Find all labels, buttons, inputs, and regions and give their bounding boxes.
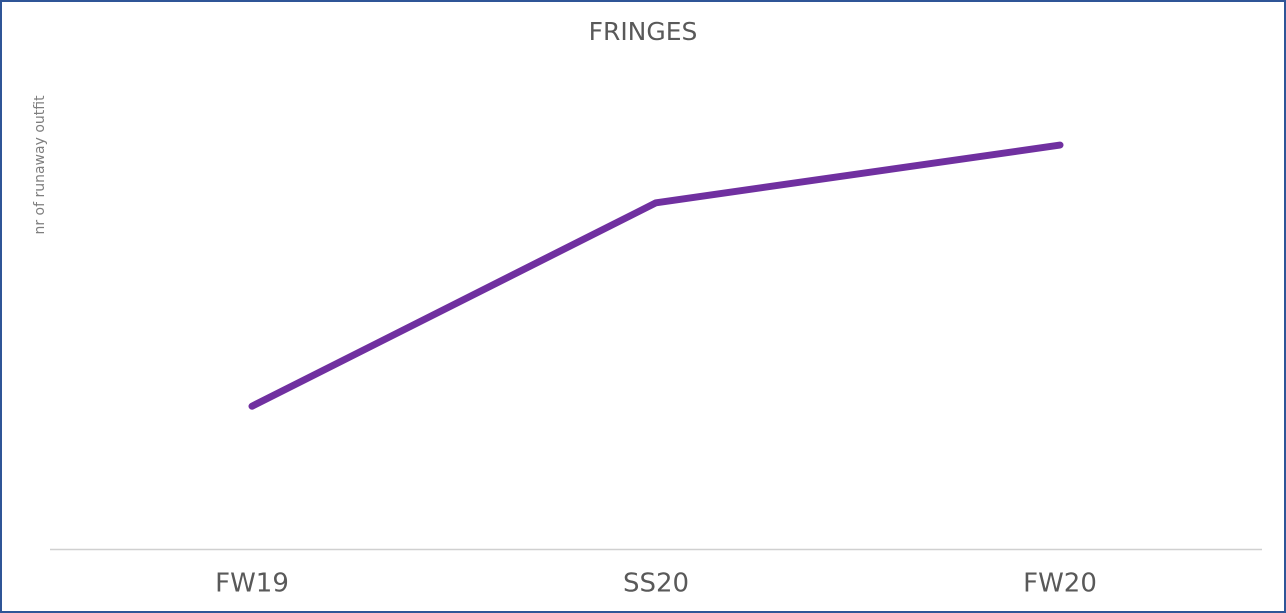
x-tick-label: FW19 [215,569,289,599]
x-tick-label: SS20 [623,569,689,599]
data-line [248,141,1064,410]
y-axis-label: nr of runaway outfit [32,95,48,235]
chart-title: FRINGES [589,17,698,46]
x-tick-label: FW20 [1023,569,1097,599]
